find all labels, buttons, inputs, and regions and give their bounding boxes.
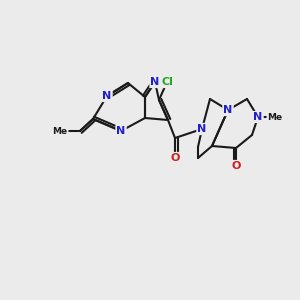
- Text: N: N: [197, 124, 207, 134]
- Text: N: N: [254, 112, 262, 122]
- Text: N: N: [224, 105, 232, 115]
- Text: Cl: Cl: [161, 77, 173, 87]
- Text: N: N: [116, 126, 126, 136]
- Text: N: N: [150, 77, 160, 87]
- Text: Me: Me: [267, 112, 283, 122]
- Text: Me: Me: [52, 127, 68, 136]
- Text: O: O: [170, 153, 180, 163]
- Text: O: O: [231, 161, 241, 171]
- Text: N: N: [102, 91, 112, 101]
